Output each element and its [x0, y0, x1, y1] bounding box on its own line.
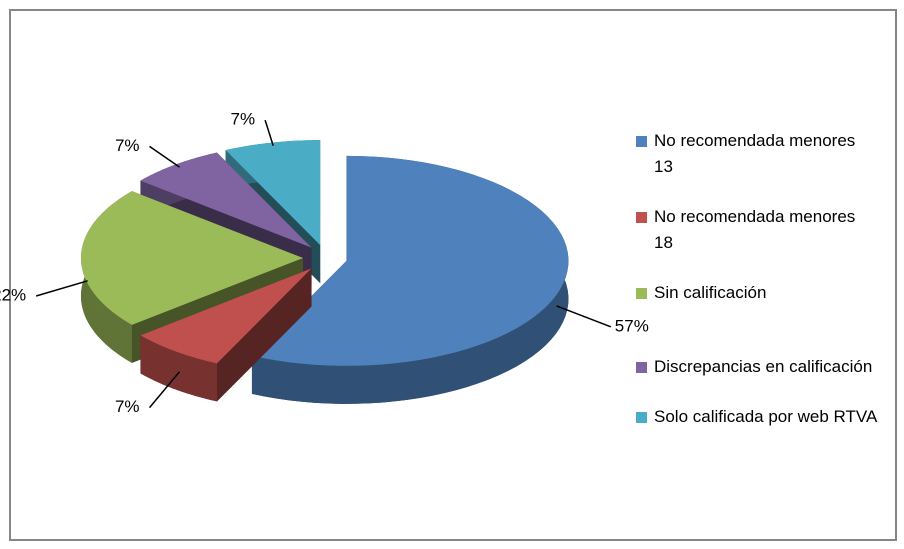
data-label: 7% [115, 397, 140, 416]
slice [251, 155, 569, 404]
slice-top [225, 140, 321, 246]
legend-item: No recomendada menores 18 [636, 204, 896, 256]
legend-swatch [636, 362, 647, 373]
data-label: 7% [115, 136, 140, 155]
leader-line [149, 145, 180, 168]
legend-item: Solo calificada por web RTVA [636, 404, 896, 430]
legend-label: Solo calificada por web RTVA [654, 407, 878, 426]
legend-swatch [636, 412, 647, 423]
legend-label: No recomendada menores 18 [654, 207, 856, 252]
legend-label: Sin calificación [654, 283, 767, 302]
leader-line [264, 119, 274, 146]
legend-swatch [636, 288, 647, 299]
slice-top [81, 191, 303, 325]
leader-line [148, 371, 181, 409]
legend-item: Discrepancias en calificación [636, 354, 896, 380]
slice [140, 268, 312, 402]
leader-line [35, 280, 88, 297]
slice-top [140, 152, 312, 248]
data-label: 57% [615, 316, 649, 335]
legend-swatch [636, 136, 647, 147]
legend-label: No recomendada menores 13 [654, 131, 856, 176]
slice-top [251, 155, 569, 366]
data-label: 22% [0, 285, 26, 304]
slice-top [140, 268, 312, 364]
legend-swatch [636, 212, 647, 223]
legend-item: Sin calificación [636, 280, 896, 306]
data-label: 7% [231, 110, 256, 129]
leader-line [556, 305, 612, 328]
legend: No recomendada menores 13 No recomendada … [636, 128, 896, 430]
legend-label: Discrepancias en calificación [654, 357, 873, 376]
legend-item: No recomendada menores 13 [636, 128, 896, 180]
slice-side [140, 335, 217, 402]
